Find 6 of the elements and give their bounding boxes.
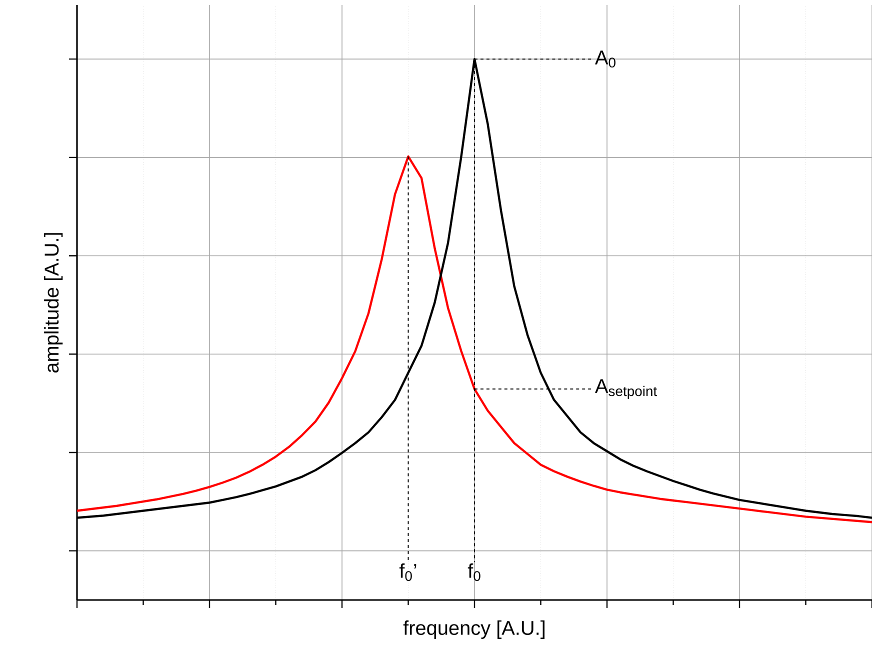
annotation: A$_{0}$ [594,50,616,68]
annotation: A$_{setpoint}$ [594,379,657,399]
annotation: f$_{0}$’ [399,563,416,581]
x-axis-title: frequency [A.U.] [403,620,544,639]
y-axis-title: amplitude [A.U.] [44,233,63,373]
annotation: f$_{0}$ [468,563,480,581]
